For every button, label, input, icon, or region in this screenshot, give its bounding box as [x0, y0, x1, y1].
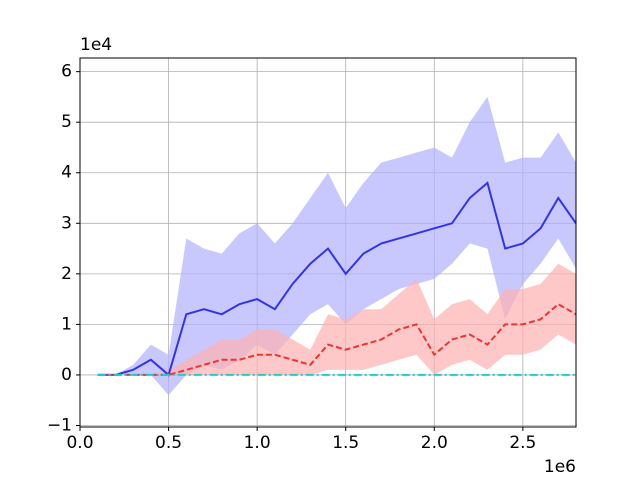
x-tick-label: 1.0	[244, 433, 271, 453]
error-band	[97, 96, 576, 396]
x-tick-label: 2.5	[509, 433, 536, 453]
series-line	[97, 181, 577, 377]
y-tick-label: 0	[61, 365, 72, 385]
x-offset-label: 1e6	[544, 457, 576, 477]
y-offset-label: 1e4	[80, 35, 112, 55]
y-tick-label: 2	[61, 264, 72, 284]
plot-frame	[79, 57, 577, 428]
x-tick-label: 1.5	[332, 433, 359, 453]
x-tick-label: 0.0	[66, 433, 93, 453]
y-tick-label: 5	[61, 112, 72, 132]
error-band	[97, 263, 576, 375]
y-tick-label: 1	[61, 314, 72, 334]
x-tick-label: 0.5	[155, 433, 182, 453]
x-tick-label: 2.0	[421, 433, 448, 453]
y-tick-label: 3	[61, 213, 72, 233]
y-tick-label: 6	[61, 62, 72, 82]
y-tick-label: 4	[61, 163, 72, 183]
series-line	[97, 302, 577, 376]
y-tick-label: −1	[47, 415, 72, 435]
